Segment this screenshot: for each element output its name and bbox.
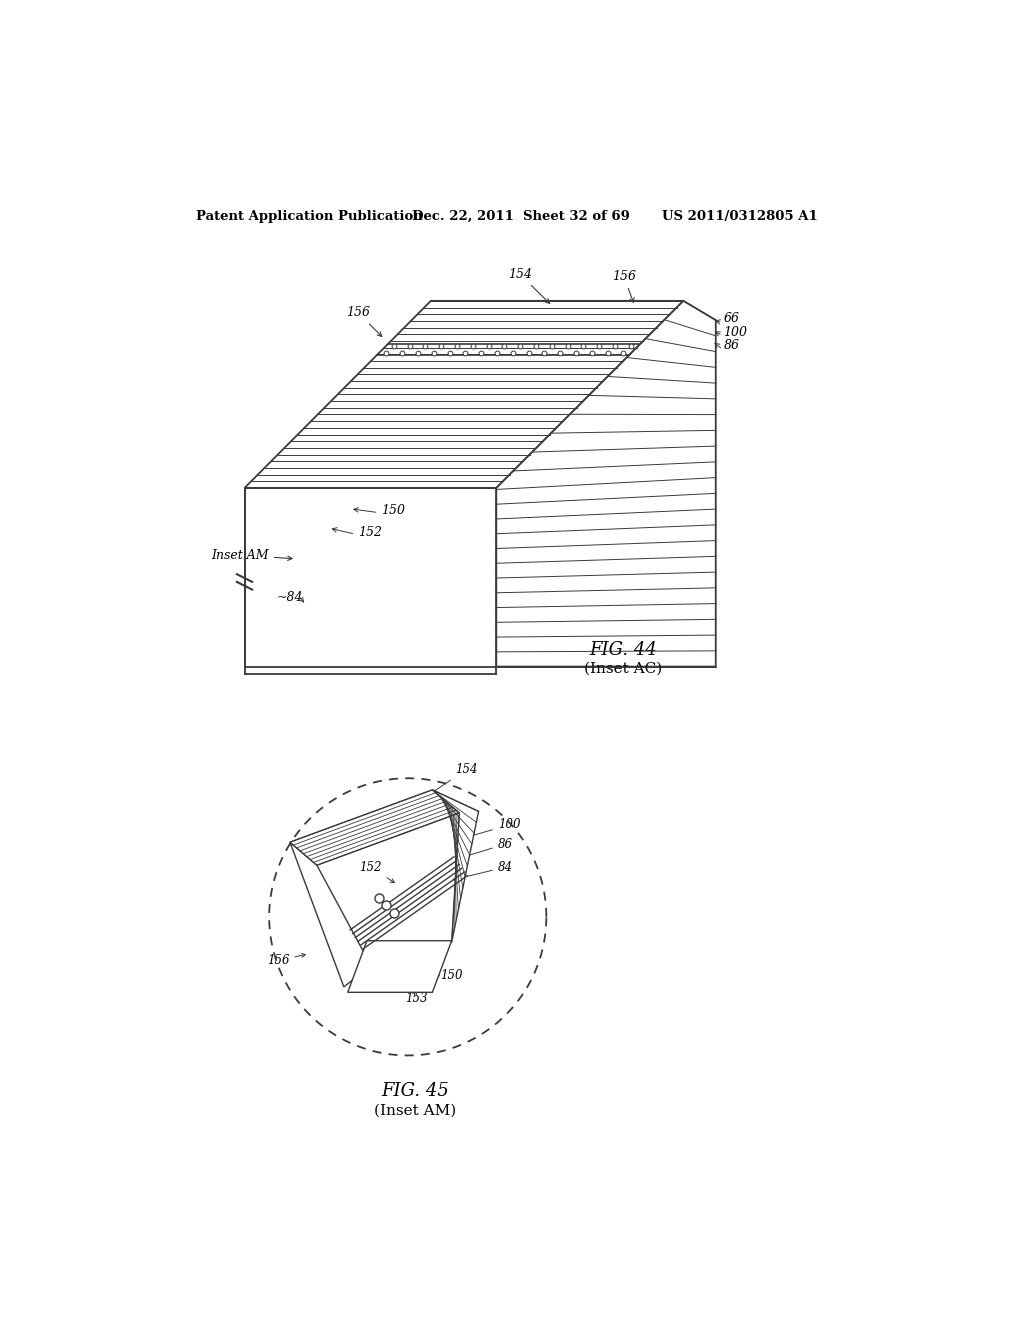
Text: FIG. 44: FIG. 44 — [590, 642, 657, 659]
Text: 100: 100 — [724, 326, 748, 338]
Text: 86: 86 — [465, 838, 513, 857]
Text: (Inset AC): (Inset AC) — [585, 661, 663, 676]
Text: Dec. 22, 2011: Dec. 22, 2011 — [412, 210, 513, 223]
Polygon shape — [245, 301, 683, 488]
Polygon shape — [245, 488, 497, 667]
Text: 156: 156 — [267, 953, 305, 966]
Text: 151: 151 — [382, 977, 404, 990]
Polygon shape — [432, 789, 478, 942]
Text: 152: 152 — [357, 525, 382, 539]
Text: 154: 154 — [428, 763, 478, 796]
Text: (Inset AM): (Inset AM) — [375, 1104, 457, 1118]
Text: 154: 154 — [508, 268, 550, 304]
Polygon shape — [348, 941, 452, 993]
Text: 100: 100 — [467, 818, 520, 838]
Text: 66: 66 — [724, 313, 739, 326]
Polygon shape — [290, 789, 460, 866]
Text: 156: 156 — [611, 271, 636, 302]
Text: Sheet 32 of 69: Sheet 32 of 69 — [523, 210, 630, 223]
Text: US 2011/0312805 A1: US 2011/0312805 A1 — [662, 210, 817, 223]
Text: 152: 152 — [359, 862, 394, 883]
Text: 150: 150 — [381, 504, 404, 517]
Text: ~84: ~84 — [276, 591, 303, 605]
Text: 86: 86 — [724, 339, 739, 352]
Polygon shape — [497, 301, 716, 667]
Text: 84: 84 — [453, 861, 513, 880]
Text: 156: 156 — [346, 306, 382, 337]
Text: Inset AM: Inset AM — [211, 549, 292, 562]
Text: FIG. 45: FIG. 45 — [382, 1082, 450, 1101]
Text: Patent Application Publication: Patent Application Publication — [196, 210, 423, 223]
Polygon shape — [290, 842, 371, 987]
Text: 153: 153 — [406, 993, 428, 1006]
Text: 150: 150 — [440, 969, 463, 982]
